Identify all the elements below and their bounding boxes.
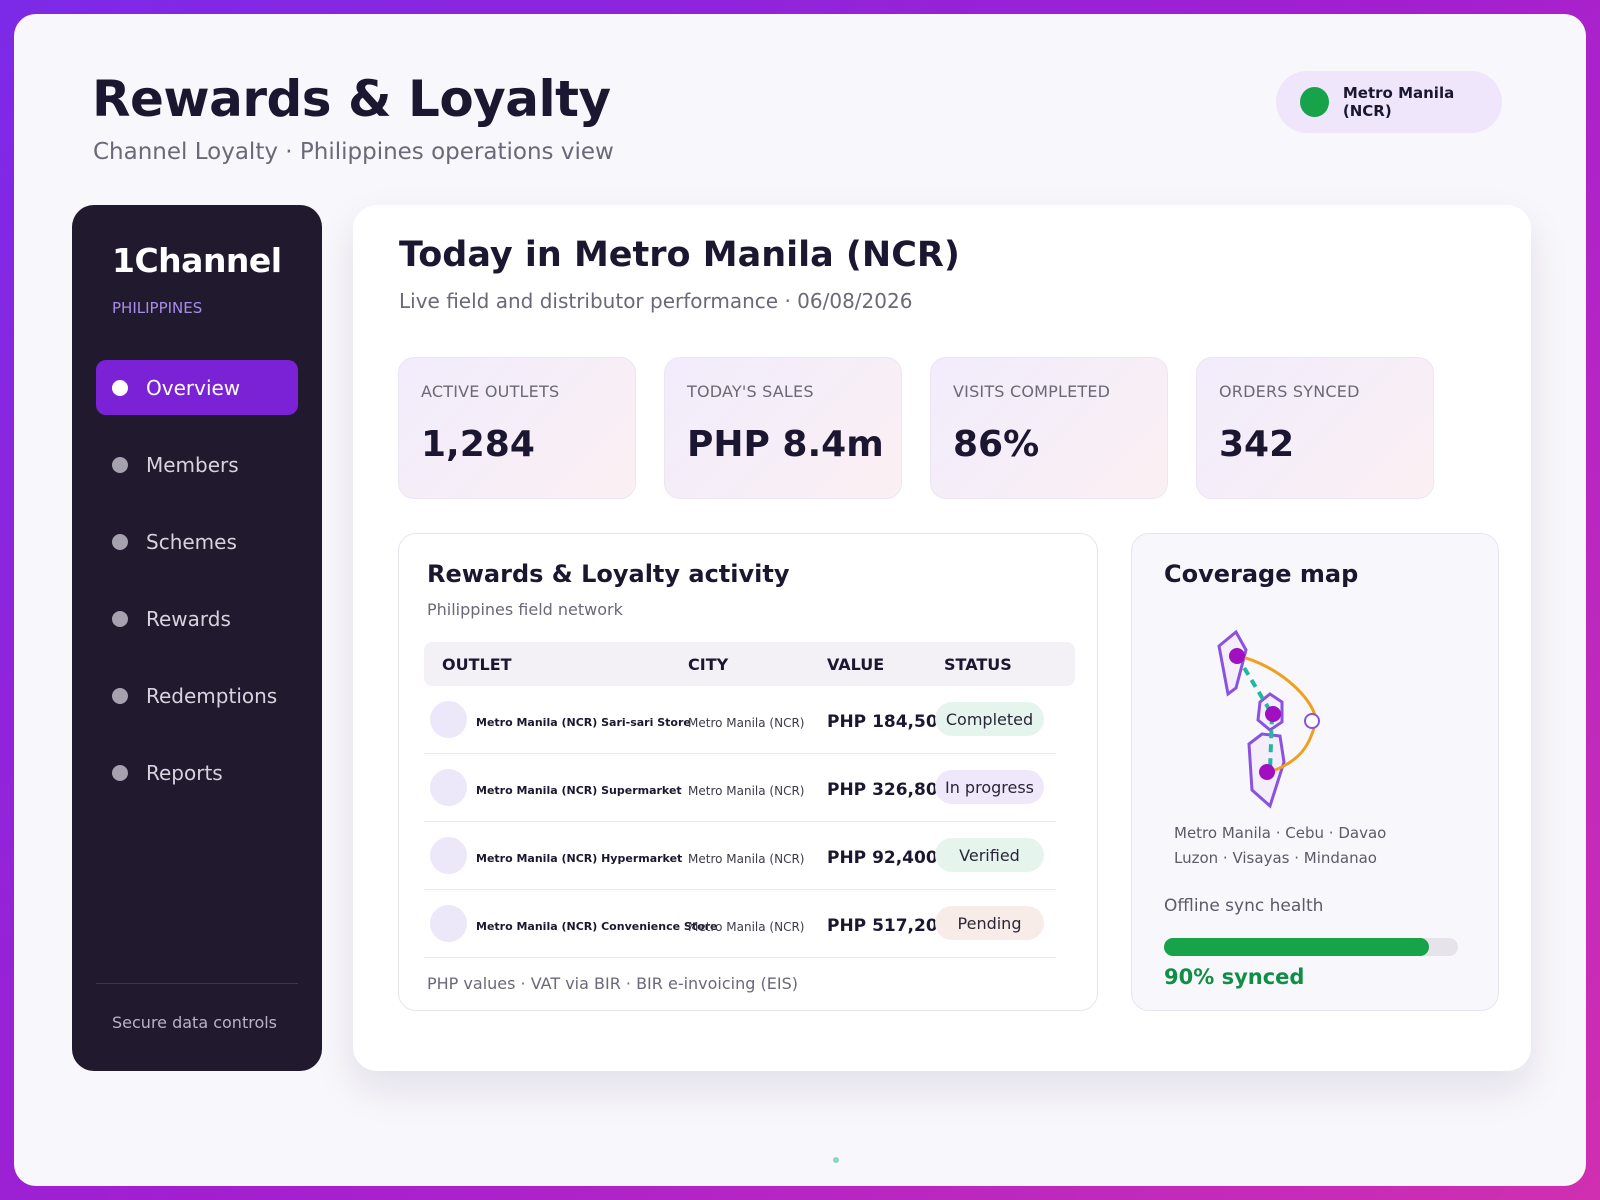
sync-percent: 90% synced xyxy=(1164,965,1305,989)
sync-health-label: Offline sync health xyxy=(1164,896,1324,916)
outlet-city: Metro Manila (NCR) xyxy=(688,852,805,866)
outlet-value: PHP 184,500 xyxy=(827,712,950,732)
kpi-value: 342 xyxy=(1219,424,1295,465)
outlet-name: Metro Manila (NCR) Sari-sari Store xyxy=(476,716,691,729)
status-badge: Completed xyxy=(935,702,1044,736)
outlet-name: Metro Manila (NCR) Convenience Store xyxy=(476,920,718,933)
sidebar-divider xyxy=(96,983,298,984)
kpi-card-active-outlets: ACTIVE OUTLETS 1,284 xyxy=(398,357,636,499)
sidebar-nav: Overview Members Schemes Rewards Redempt… xyxy=(96,360,298,822)
coverage-panel: Coverage map Metro Manila · Cebu · Davao… xyxy=(1131,533,1499,1011)
column-header-outlet[interactable]: OUTLET xyxy=(442,655,512,674)
main-panel: Today in Metro Manila (NCR) Live field a… xyxy=(353,205,1531,1071)
coverage-cities: Metro Manila · Cebu · Davao xyxy=(1174,824,1387,842)
activity-subtitle: Philippines field network xyxy=(427,600,623,619)
page-indicator-dot[interactable] xyxy=(833,1157,839,1163)
outlet-value: PHP 517,200 xyxy=(827,916,950,936)
outlet-city: Metro Manila (NCR) xyxy=(688,784,805,798)
sync-progress-fill xyxy=(1164,938,1429,956)
bullet-icon xyxy=(112,379,128,396)
sidebar-item-label: Members xyxy=(146,452,239,477)
outlet-name: Metro Manila (NCR) Hypermarket xyxy=(476,852,683,865)
bullet-icon xyxy=(112,610,128,627)
sidebar-item-redemptions[interactable]: Redemptions xyxy=(96,668,298,723)
status-badge: Verified xyxy=(935,838,1044,872)
kpi-label: TODAY'S SALES xyxy=(687,382,814,401)
table-row[interactable]: Metro Manila (NCR) Convenience Store Met… xyxy=(424,890,1056,958)
app-frame: Rewards & Loyalty Channel Loyalty · Phil… xyxy=(14,14,1586,1186)
kpi-card-orders-synced: ORDERS SYNCED 342 xyxy=(1196,357,1434,499)
sidebar-item-label: Redemptions xyxy=(146,683,278,708)
status-badge: In progress xyxy=(935,770,1044,804)
sidebar-item-overview[interactable]: Overview xyxy=(96,360,298,415)
bullet-icon xyxy=(112,533,128,550)
table-row[interactable]: Metro Manila (NCR) Hypermarket Metro Man… xyxy=(424,822,1056,890)
kpi-label: VISITS COMPLETED xyxy=(953,382,1111,401)
sidebar-item-reports[interactable]: Reports xyxy=(96,745,298,800)
bullet-icon xyxy=(112,687,128,704)
sidebar-item-label: Overview xyxy=(146,375,241,400)
outlet-value: PHP 92,400 xyxy=(827,848,938,868)
table-row[interactable]: Metro Manila (NCR) Sari-sari Store Metro… xyxy=(424,686,1056,754)
brand-country: PHILIPPINES xyxy=(112,299,203,317)
main-subtitle: Live field and distributor performance ·… xyxy=(399,289,913,313)
brand-name: 1Channel xyxy=(112,241,282,280)
sidebar-item-schemes[interactable]: Schemes xyxy=(96,514,298,569)
sidebar-item-label: Schemes xyxy=(146,529,237,554)
activity-footnote: PHP values · VAT via BIR · BIR e-invoici… xyxy=(427,974,798,993)
status-badge: Pending xyxy=(935,906,1044,940)
sidebar: 1Channel PHILIPPINES Overview Members Sc… xyxy=(72,205,322,1071)
table-row[interactable]: Metro Manila (NCR) Supermarket Metro Man… xyxy=(424,754,1056,822)
secure-data-controls-link[interactable]: Secure data controls xyxy=(112,1013,278,1032)
outlet-avatar xyxy=(430,769,467,806)
kpi-card-visits-completed: VISITS COMPLETED 86% xyxy=(930,357,1168,499)
coverage-regions: Luzon · Visayas · Mindanao xyxy=(1174,849,1377,867)
outlet-name: Metro Manila (NCR) Supermarket xyxy=(476,784,682,797)
sidebar-item-rewards[interactable]: Rewards xyxy=(96,591,298,646)
coverage-title: Coverage map xyxy=(1164,560,1359,588)
kpi-value: 86% xyxy=(953,424,1040,465)
outlet-avatar xyxy=(430,701,467,738)
sidebar-item-label: Reports xyxy=(146,760,223,785)
region-status-dot-icon xyxy=(1300,87,1329,117)
coverage-map[interactable] xyxy=(1210,626,1340,816)
map-node-empty[interactable] xyxy=(1304,713,1320,729)
kpi-card-todays-sales: TODAY'S SALES PHP 8.4m xyxy=(664,357,902,499)
page-title: Rewards & Loyalty xyxy=(92,70,611,128)
main-title: Today in Metro Manila (NCR) xyxy=(399,235,960,275)
page-subtitle: Channel Loyalty · Philippines operations… xyxy=(93,139,614,165)
outlet-city: Metro Manila (NCR) xyxy=(688,716,805,730)
bullet-icon xyxy=(112,456,128,473)
sidebar-item-members[interactable]: Members xyxy=(96,437,298,492)
activity-panel: Rewards & Loyalty activity Philippines f… xyxy=(398,533,1098,1011)
outlet-avatar xyxy=(430,905,467,942)
map-node-cebu[interactable] xyxy=(1265,706,1281,722)
kpi-label: ORDERS SYNCED xyxy=(1219,382,1360,401)
luzon-region-shape xyxy=(1217,629,1248,697)
column-header-status[interactable]: STATUS xyxy=(944,655,1012,674)
region-label: Metro Manila (NCR) xyxy=(1342,84,1455,120)
bullet-icon xyxy=(112,764,128,781)
column-header-value[interactable]: VALUE xyxy=(827,655,885,674)
kpi-value: PHP 8.4m xyxy=(687,424,884,465)
column-header-city[interactable]: CITY xyxy=(688,655,729,674)
outlet-avatar xyxy=(430,837,467,874)
outlet-city: Metro Manila (NCR) xyxy=(688,920,805,934)
map-node-davao[interactable] xyxy=(1259,764,1275,780)
sync-progress-bar xyxy=(1164,938,1458,956)
kpi-value: 1,284 xyxy=(421,424,535,465)
table-header: OUTLET CITY VALUE STATUS xyxy=(424,642,1075,686)
kpi-label: ACTIVE OUTLETS xyxy=(421,382,560,401)
sidebar-item-label: Rewards xyxy=(146,606,231,631)
map-node-manila[interactable] xyxy=(1229,648,1245,664)
region-selector[interactable]: Metro Manila (NCR) xyxy=(1276,71,1502,133)
outlet-value: PHP 326,800 xyxy=(827,780,950,800)
activity-title: Rewards & Loyalty activity xyxy=(427,560,790,588)
